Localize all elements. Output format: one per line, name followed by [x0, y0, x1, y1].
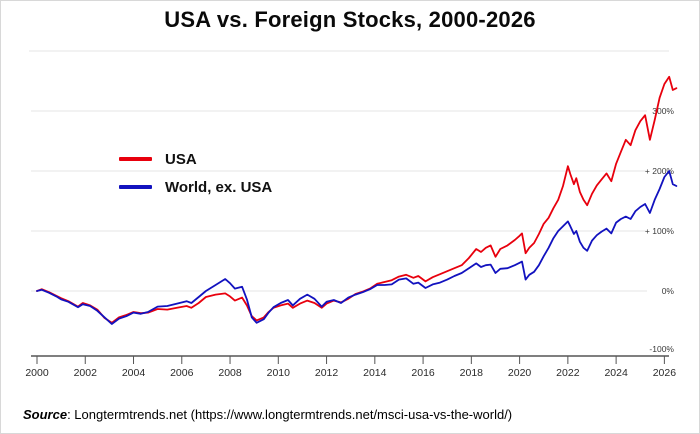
x-axis-label: 2018 [460, 367, 484, 379]
chart-title: USA vs. Foreign Stocks, 2000-2026 [164, 7, 536, 32]
y-axis-label: -100% [649, 344, 674, 354]
source-note: Source: Longtermtrends.net (https://www.… [23, 407, 512, 422]
source-text: : Longtermtrends.net (https://www.longte… [67, 407, 513, 422]
x-axis-label: 2010 [267, 367, 291, 379]
x-axis-label: 2004 [122, 367, 146, 379]
legend: USA World, ex. USA [119, 145, 272, 201]
chart-area: 300% + 200% + 100% 0% -100% 2000 2002 2004 2006 2… [1, 1, 699, 401]
series-line-world-ex-usa [36, 170, 678, 325]
y-axis-label: 0% [662, 286, 675, 296]
line-chart: 300% + 200% + 100% 0% -100% 2000 2002 2004 2006 2… [25, 50, 678, 379]
y-axis-label: + 200% [645, 166, 675, 176]
x-axis-label: 2024 [604, 367, 628, 379]
y-axis-label: + 100% [645, 226, 675, 236]
x-axis-label: 2016 [411, 367, 435, 379]
y-axis-label: 300% [652, 106, 674, 116]
x-axis-label: 2006 [170, 367, 194, 379]
x-axis-label: 2002 [74, 367, 98, 379]
source-label: Source [23, 407, 68, 422]
legend-item-usa: USA [119, 145, 272, 173]
x-axis-label: 2022 [556, 367, 580, 379]
x-axis-label: 2014 [363, 367, 387, 379]
x-axis-label: 2026 [653, 367, 677, 379]
series-line-usa [36, 75, 678, 324]
legend-label: USA [165, 150, 197, 168]
legend-item-world-ex-usa: World, ex. USA [119, 173, 272, 201]
x-axis-label: 2012 [315, 367, 339, 379]
legend-label: World, ex. USA [165, 178, 273, 196]
legend-swatch-world-ex-usa [119, 185, 152, 189]
x-axis-label: 2020 [508, 367, 532, 379]
legend-swatch-usa [119, 157, 152, 161]
x-axis-label: 2000 [25, 367, 49, 379]
x-axis-label: 2008 [218, 367, 242, 379]
